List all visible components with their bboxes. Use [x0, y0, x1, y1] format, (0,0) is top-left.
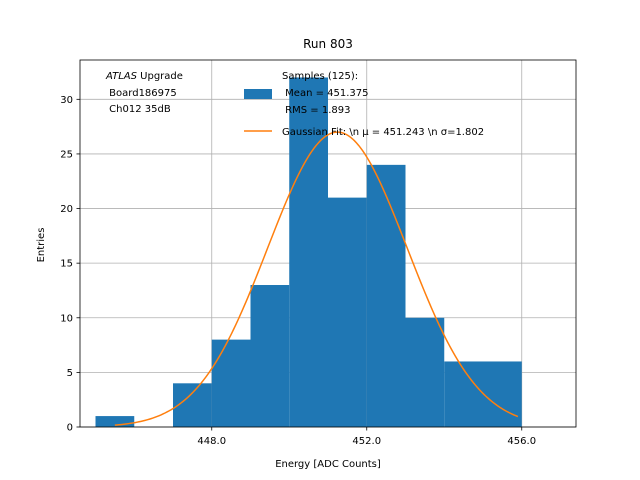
atlas-annotation: ATLAS Upgrade Board186975 Ch012 35dB [105, 71, 183, 115]
histogram-bar [444, 361, 483, 427]
y-tick-label: 25 [60, 149, 73, 160]
bars-layer [95, 77, 522, 427]
y-tick-label: 15 [60, 259, 73, 270]
histogram-bar [289, 77, 328, 427]
x-tick-label: 456.0 [507, 436, 536, 447]
histogram-bar [405, 317, 445, 427]
histogram-bar [366, 164, 406, 427]
legend-histogram-line-2: Mean = 451.375 [282, 88, 369, 99]
legend-histogram-line-1: Samples (125): [282, 71, 358, 82]
histogram-bar [211, 339, 251, 427]
gaussian-fit-line [114, 131, 519, 426]
histogram-bar [95, 416, 135, 427]
legend-fit-label: Gaussian Fit: \n μ = 451.243 \n σ=1.802 [282, 127, 484, 138]
y-tick-label: 10 [60, 313, 73, 324]
atlas-upgrade-text: Upgrade [137, 71, 183, 82]
channel-label: Ch012 35dB [106, 104, 171, 115]
histogram-bar [328, 197, 367, 427]
legend: Samples (125): Mean = 451.375 RMS = 1.89… [244, 71, 484, 138]
ticks-layer: 448.0 452.0 456.0 0 5 10 15 20 25 30 [60, 95, 536, 447]
legend-histogram-patch [244, 89, 272, 99]
histogram-bar [483, 361, 522, 427]
axes-frame [79, 59, 577, 428]
histogram-bar [250, 285, 290, 427]
board-label: Board186975 [106, 88, 177, 99]
x-axis-label: Energy [ADC Counts] [275, 459, 381, 470]
legend-histogram-line-3: RMS = 1.893 [282, 105, 350, 116]
y-tick-label: 20 [60, 204, 73, 215]
x-tick-label: 452.0 [352, 436, 381, 447]
y-tick-label: 0 [67, 423, 73, 434]
y-tick-label: 30 [60, 95, 73, 106]
atlas-italic-text: ATLAS [105, 71, 138, 82]
y-axis-label: Entries [36, 228, 47, 263]
atlas-label: ATLAS Upgrade [105, 71, 183, 82]
y-tick-label: 5 [67, 368, 73, 379]
histogram-bar [173, 383, 212, 427]
chart-title: Run 803 [303, 37, 353, 51]
x-tick-label: 448.0 [197, 436, 226, 447]
